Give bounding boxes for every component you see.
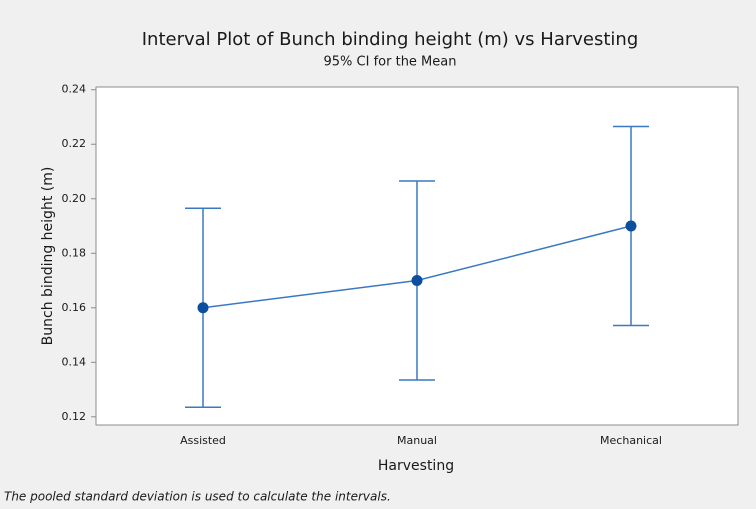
y-tick-label: 0.16 (62, 301, 87, 314)
mean-point (197, 302, 209, 314)
chart-title: Interval Plot of Bunch binding height (m… (142, 29, 639, 50)
mean-point (625, 220, 637, 232)
x-tick-label: Manual (397, 434, 437, 447)
y-axis-label: Bunch binding height (m) (40, 167, 56, 346)
y-tick-label: 0.24 (62, 83, 87, 96)
chart-subtitle: 95% CI for the Mean (324, 55, 457, 70)
y-tick-label: 0.18 (62, 246, 87, 259)
y-tick-label: 0.20 (62, 192, 87, 205)
x-tick-label: Assisted (180, 434, 226, 447)
y-tick-label: 0.14 (62, 355, 87, 368)
y-tick-label: 0.12 (62, 410, 87, 423)
x-axis-label: Harvesting (378, 458, 454, 474)
x-tick-label: Mechanical (600, 434, 662, 447)
footnote: The pooled standard deviation is used to… (4, 490, 391, 504)
mean-point (411, 275, 423, 287)
y-tick-label: 0.22 (62, 137, 87, 150)
